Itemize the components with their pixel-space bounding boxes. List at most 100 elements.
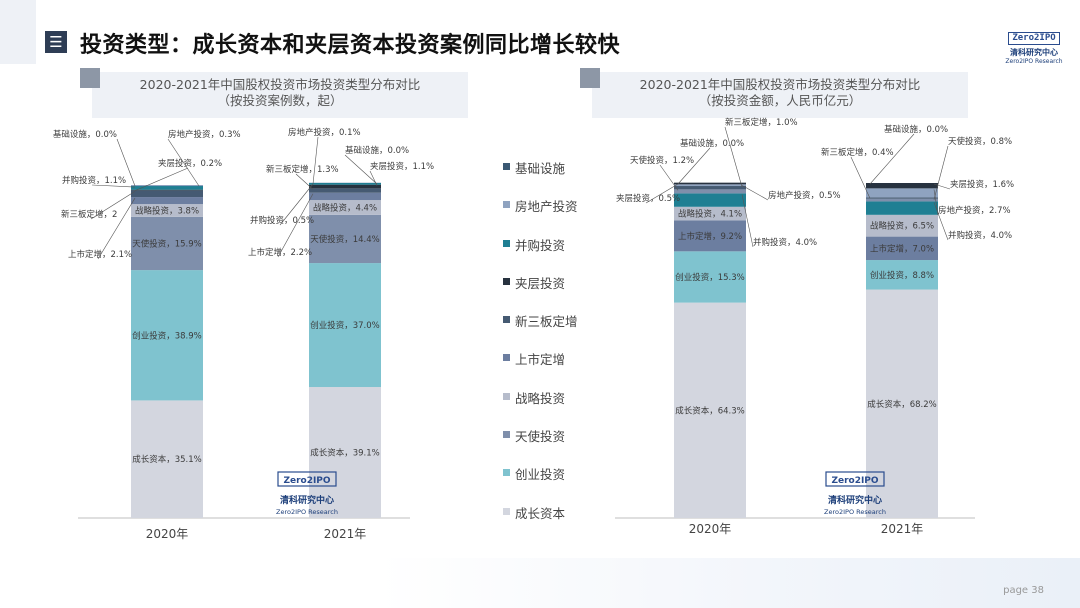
category-label: 2020年: [146, 527, 189, 541]
leader-line: [97, 197, 136, 260]
leader-line: [659, 164, 679, 191]
legend-swatch: [503, 507, 510, 515]
bar-segment: [131, 186, 203, 190]
data-label: 房地产投资，2.7%: [938, 205, 1011, 216]
leader-line: [933, 145, 949, 200]
data-label: 并购投资，1.1%: [62, 175, 126, 186]
right-chart-title-line: 2020-2021年中国股权投资市场投资类型分布对比: [639, 77, 921, 92]
data-label: 基础设施，0.0%: [680, 138, 744, 149]
bar-segment: [309, 188, 381, 193]
legend-label: 成长资本: [515, 505, 566, 521]
bar-segment: [866, 198, 938, 202]
legend-item: 天使投资: [503, 426, 578, 464]
leader-line: [869, 133, 915, 185]
leader-line: [295, 173, 314, 190]
legend-label: 上市定增: [515, 352, 566, 368]
category-label: 2021年: [324, 527, 367, 541]
data-label: 成长资本，64.3%: [675, 405, 745, 416]
bar-segment: [309, 263, 381, 388]
category-label: 2021年: [881, 522, 924, 536]
legend-swatch: [503, 239, 510, 247]
bar-segment: [131, 189, 203, 191]
bar-segment: [866, 183, 938, 189]
leader-line: [933, 189, 939, 216]
legend-label: 创业投资: [515, 467, 566, 483]
brand-name-cn: 清科研究中心: [1010, 48, 1058, 57]
leader-line: [91, 184, 136, 188]
watermark-mark-box: [277, 471, 337, 487]
bar-segment: [131, 204, 203, 217]
legend-item: 上市定增: [503, 349, 578, 387]
brand-logo: Zero2IPO 清科研究中心 Zero2IPO Research: [1003, 25, 1065, 65]
category-label: 2020年: [689, 522, 732, 536]
leader-line: [312, 136, 319, 185]
data-label: 天使投资，14.4%: [310, 234, 380, 245]
bar-segment: [131, 216, 203, 271]
legend-item: 战略投资: [503, 388, 578, 426]
bar-segment: [866, 214, 938, 237]
legend-swatch: [503, 431, 510, 439]
leader-line: [167, 138, 200, 187]
legend-label: 夹层投资: [515, 275, 566, 291]
leader-line: [90, 191, 136, 220]
data-label: 基础设施，0.0%: [53, 129, 117, 140]
left-chart-title: 2020-2021年中国股权投资市场投资类型分布对比 （按投资案例数，起）: [92, 77, 468, 109]
bar-segment: [309, 183, 381, 185]
bar-segment: [131, 197, 203, 205]
legend-swatch: [503, 277, 510, 285]
legend-label: 天使投资: [515, 429, 566, 445]
data-label: 成长资本，68.2%: [867, 399, 937, 410]
bar-segment: [866, 197, 938, 199]
data-label: 战略投资，4.4%: [313, 202, 377, 213]
legend-item: 新三板定增: [503, 311, 578, 349]
data-label: 新三板定增，1.3%: [266, 164, 339, 175]
leader-line: [677, 147, 711, 185]
bar-segment: [674, 220, 746, 252]
data-label: 创业投资，38.9%: [132, 330, 202, 341]
bar-segment: [309, 214, 381, 264]
bar-segment: [309, 192, 381, 201]
legend-item: 成长资本: [503, 503, 578, 541]
data-label: 战略投资，6.5%: [870, 221, 934, 232]
bar-segment: [674, 302, 746, 518]
brand-name-en: Zero2IPO Research: [1005, 58, 1063, 65]
legend-item: 基础设施: [503, 158, 578, 196]
data-label: 天使投资，1.2%: [630, 155, 694, 166]
panel-square-decoration: [580, 68, 600, 88]
legend-swatch: [503, 392, 510, 400]
watermark-mark: Zero2IPO: [831, 476, 878, 486]
legend-item: 并购投资: [503, 235, 578, 273]
data-label: 创业投资，15.3%: [675, 272, 745, 283]
watermark-logo: Zero2IPO 清科研究中心 Zero2IPO Research: [824, 471, 886, 516]
data-label: 夹层投资，1.6%: [950, 179, 1014, 190]
data-label: 房地产投资，0.1%: [288, 127, 361, 138]
data-label: 天使投资，0.8%: [948, 136, 1012, 147]
bar-segment: [309, 200, 381, 215]
bar-segment: [674, 182, 746, 185]
bar-segment: [866, 289, 938, 518]
legend-label: 新三板定增: [515, 314, 578, 330]
data-label: 上市定增，7.0%: [870, 243, 934, 254]
data-label: 上市定增，2.1%: [68, 249, 132, 260]
legend-label: 基础设施: [515, 161, 566, 176]
bar-segment: [674, 189, 746, 194]
watermark-en: Zero2IPO Research: [276, 508, 338, 516]
legend-swatch: [503, 316, 510, 324]
watermark-mark: Zero2IPO: [283, 476, 330, 486]
leader-line: [933, 183, 951, 190]
bar-segment: [131, 400, 203, 518]
footer-decoration: [0, 558, 1080, 608]
legend-swatch: [503, 354, 510, 362]
data-label: 并购投资，0.5%: [250, 215, 314, 226]
left-chart-header: [80, 68, 468, 118]
data-label: 上市定增，2.2%: [248, 247, 312, 258]
legend-swatch: [503, 163, 510, 170]
data-label: 成长资本，39.1%: [310, 448, 380, 459]
data-label: 上市定增，9.2%: [678, 231, 742, 242]
data-label: 房地产投资，0.5%: [768, 190, 841, 201]
legend-item: 房地产投资: [503, 196, 578, 234]
leader-line: [933, 202, 949, 241]
bar-segment: [866, 201, 938, 215]
leader-line: [850, 156, 871, 199]
